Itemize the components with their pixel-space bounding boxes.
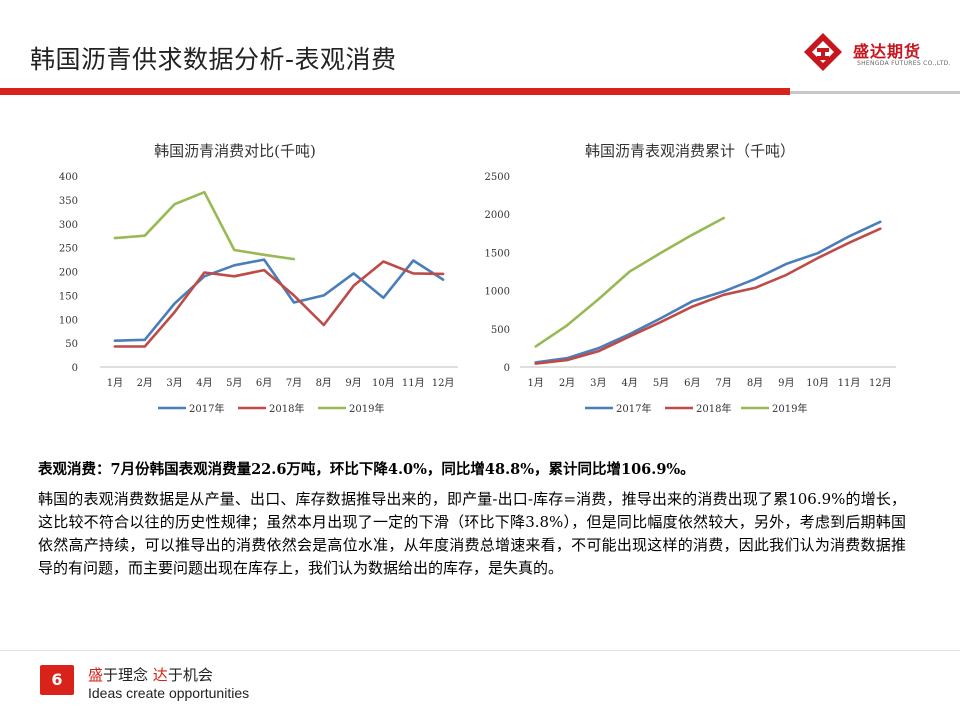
legend-label: 2017年	[616, 402, 651, 415]
logo-name: 盛达期货	[853, 42, 922, 61]
series-line-2	[534, 227, 882, 365]
y-tick-label: 2000	[485, 210, 510, 221]
y-tick-label: 2500	[485, 172, 510, 183]
y-tick-label: 1500	[485, 248, 510, 259]
company-logo: 盛达期货 SHENGDA FUTURES CO.,LTD.	[803, 32, 953, 72]
x-tick-label: 1月	[527, 377, 543, 389]
y-tick-label: 200	[59, 268, 78, 279]
title-divider-grey	[790, 91, 960, 94]
cumulative-consumption-chart: 韩国沥青表观消费累计（千吨） 0 500 1000 1500 2000 2500 1月 2月 3月…	[485, 142, 896, 415]
x-tick-label: 7月	[715, 377, 731, 389]
x-tick-label: 9月	[345, 377, 361, 389]
y-tick-label: 100	[59, 315, 78, 326]
y-tick-label: 250	[59, 244, 78, 255]
y-tick-label: 300	[59, 220, 78, 231]
y-tick-label: 1000	[485, 287, 510, 298]
slogan-chinese: 盛于理念 达于机会	[88, 664, 213, 685]
x-tick-label: 7月	[286, 377, 302, 389]
series-line-3	[534, 216, 725, 348]
chart-title: 韩国沥青表观消费累计（千吨）	[585, 142, 795, 160]
footer-divider	[0, 650, 960, 651]
series-line-3	[113, 190, 296, 261]
analysis-paragraph: 韩国的表观消费数据是从产量、出口、库存数据推导出来的，即产量-出口-库存=消费，…	[38, 490, 906, 577]
x-tick-label: 5月	[653, 377, 669, 389]
summary-text: 表观消费：7月份韩国表观消费量22.6万吨，环比下降4.0%，同比增48.8%，…	[38, 461, 695, 478]
y-tick-label: 350	[59, 196, 78, 207]
y-tick-label: 400	[59, 172, 78, 183]
x-tick-label: 3月	[166, 377, 182, 389]
x-tick-label: 11月	[838, 377, 861, 389]
x-tick-label: 5月	[226, 377, 242, 389]
series-line-2	[113, 260, 445, 348]
x-tick-label: 12月	[869, 377, 892, 389]
slide-title: 韩国沥青供求数据分析-表观消费	[30, 45, 397, 74]
slogan-part-1: 于理念	[103, 666, 153, 684]
x-tick-label: 4月	[621, 377, 637, 389]
x-tick-label: 9月	[778, 377, 794, 389]
slogan-part-2: 于机会	[167, 666, 213, 684]
slogan-english: Ideas create opportunities	[88, 685, 250, 701]
legend-label: 2018年	[696, 402, 731, 415]
legend-label: 2019年	[349, 402, 384, 415]
x-tick-label: 8月	[316, 377, 332, 389]
slogan-char-2: 达	[152, 666, 168, 684]
legend-label: 2018年	[269, 402, 304, 415]
y-tick-label: 500	[491, 325, 510, 336]
x-tick-label: 6月	[684, 377, 700, 389]
logo-subtitle: SHENGDA FUTURES CO.,LTD.	[857, 60, 951, 67]
title-divider-red	[0, 88, 790, 95]
chart-title: 韩国沥青消费对比(千吨)	[154, 142, 316, 160]
x-tick-label: 12月	[432, 377, 455, 389]
slogan-char-1: 盛	[88, 666, 104, 684]
page-number: 6	[40, 665, 74, 695]
x-tick-label: 10月	[806, 377, 829, 389]
legend-label: 2017年	[189, 402, 224, 415]
y-tick-label: 0	[504, 363, 510, 374]
x-tick-label: 6月	[256, 377, 272, 389]
x-tick-label: 1月	[107, 377, 123, 389]
legend-label: 2019年	[772, 402, 807, 415]
x-tick-label: 2月	[559, 377, 575, 389]
x-tick-label: 8月	[747, 377, 763, 389]
x-tick-label: 10月	[372, 377, 395, 389]
y-tick-label: 150	[59, 291, 78, 302]
x-tick-label: 2月	[137, 377, 153, 389]
logo-mark-icon	[804, 33, 842, 71]
series-line-1	[113, 258, 445, 342]
series-line-1	[534, 220, 882, 364]
y-tick-label: 50	[65, 339, 78, 350]
x-tick-label: 11月	[402, 377, 425, 389]
consumption-comparison-chart: 韩国沥青消费对比(千吨) 0 50 100 150 200 250 300 350 400 1月 2月…	[59, 142, 458, 415]
x-tick-label: 3月	[590, 377, 606, 389]
y-tick-label: 0	[72, 363, 78, 374]
x-tick-label: 4月	[196, 377, 212, 389]
